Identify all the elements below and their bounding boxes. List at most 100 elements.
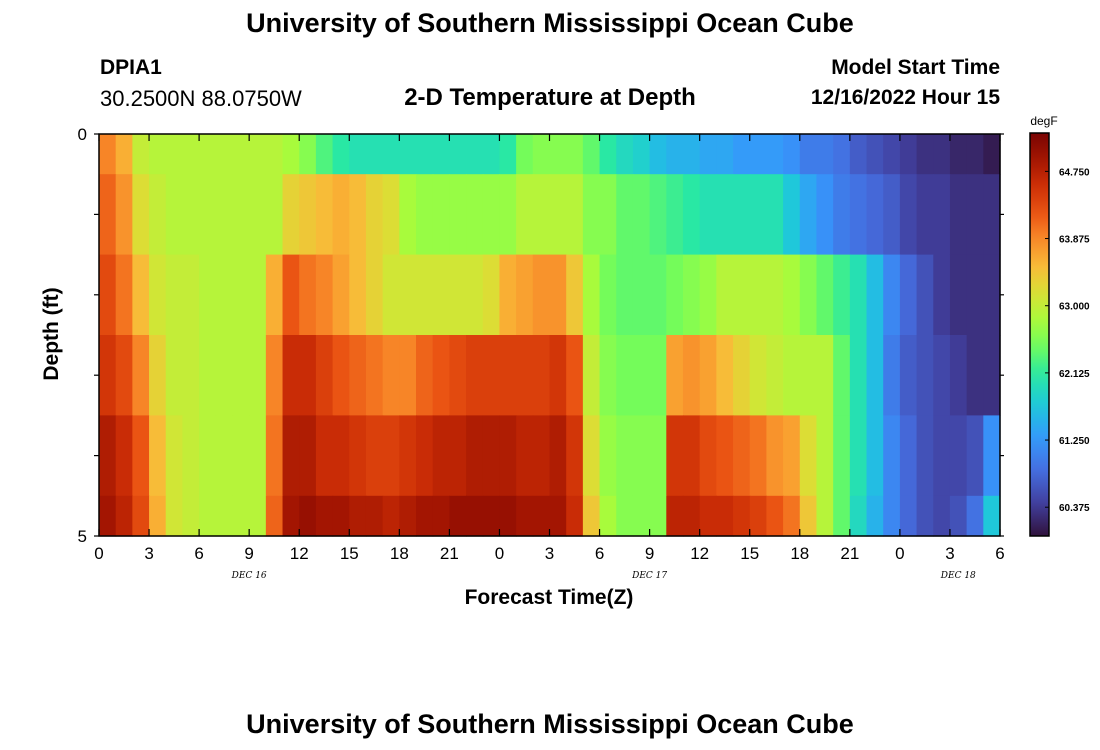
heatmap-cell — [632, 415, 651, 497]
heatmap-cell — [682, 174, 701, 256]
heatmap-cell — [549, 134, 567, 175]
heatmap-cell — [349, 134, 367, 175]
heatmap-cell — [149, 495, 167, 537]
heatmap-cell — [933, 254, 951, 336]
heatmap-cell — [182, 495, 200, 537]
heatmap-cell — [449, 335, 467, 416]
heatmap-cell — [749, 495, 768, 537]
heatmap-cell — [165, 335, 184, 416]
heatmap-cell — [232, 134, 250, 175]
heatmap-cell — [733, 335, 751, 416]
x-tick-label: 0 — [94, 544, 103, 563]
heatmap-cell — [649, 254, 667, 336]
heatmap-cell — [165, 495, 184, 537]
heatmap-cell — [199, 174, 217, 256]
heatmap-cell — [365, 174, 384, 256]
heatmap-cell — [265, 335, 284, 416]
heatmap-cell — [866, 415, 884, 497]
heatmap-cell — [349, 415, 367, 497]
heatmap-cell — [315, 335, 334, 416]
heatmap-cell — [349, 495, 367, 537]
heatmap-cell — [532, 134, 551, 175]
x-tick-label: 18 — [390, 544, 409, 563]
heatmap-cell — [549, 415, 567, 497]
heatmap-cell — [265, 415, 284, 497]
heatmap-cell — [399, 335, 417, 416]
heatmap-cell — [883, 134, 901, 175]
heatmap-cell — [315, 415, 334, 497]
heatmap-cell — [682, 415, 701, 497]
heatmap-cell — [799, 415, 818, 497]
heatmap-cell — [399, 495, 417, 537]
heatmap-cell — [582, 254, 601, 336]
heatmap-cell — [783, 495, 801, 537]
heatmap-cell — [149, 254, 167, 336]
heatmap-cell — [849, 415, 868, 497]
x-tick-label: 21 — [440, 544, 459, 563]
heatmap-cell — [265, 134, 284, 175]
heatmap-cell — [682, 134, 701, 175]
heatmap-cell — [849, 174, 868, 256]
heatmap-cell — [649, 415, 667, 497]
heatmap-cell — [716, 415, 734, 497]
heatmap-cell — [149, 134, 167, 175]
heatmap-cell — [983, 254, 1001, 336]
heatmap-cell — [866, 254, 884, 336]
heatmap-cell — [666, 495, 684, 537]
heatmap-cell — [749, 415, 768, 497]
heatmap-cell — [299, 335, 317, 416]
heatmap-cell — [649, 174, 667, 256]
heatmap-cells — [99, 134, 1001, 537]
heatmap-cell — [315, 495, 334, 537]
x-tick-label: 0 — [495, 544, 504, 563]
heatmap-cell — [482, 335, 501, 416]
heatmap-cell — [582, 335, 601, 416]
heatmap-cell — [682, 254, 701, 336]
heatmap-cell — [99, 134, 117, 175]
heatmap-cell — [349, 174, 367, 256]
heatmap-cell — [282, 495, 300, 537]
heatmap-cell — [382, 335, 400, 416]
heatmap-cell — [365, 415, 384, 497]
heatmap-cell — [499, 495, 517, 537]
heatmap-cell — [99, 335, 117, 416]
heatmap-cell — [449, 134, 467, 175]
heatmap-cell — [432, 254, 450, 336]
heatmap-cell — [566, 415, 584, 497]
heatmap-cell — [582, 415, 601, 497]
heatmap-cell — [249, 415, 267, 497]
heatmap-cell — [599, 174, 617, 256]
heatmap-cell — [232, 415, 250, 497]
heatmap-cell — [666, 415, 684, 497]
heatmap-cell — [632, 495, 651, 537]
station-coordinates: 30.2500N 88.0750W — [100, 86, 302, 111]
heatmap-cell — [149, 335, 167, 416]
heatmap-cell — [616, 174, 634, 256]
x-tick-label: 12 — [690, 544, 709, 563]
heatmap-cell — [332, 134, 350, 175]
heatmap-cell — [382, 174, 400, 256]
heatmap-cell — [499, 415, 517, 497]
heatmap-cell — [365, 134, 384, 175]
heatmap-cell — [883, 335, 901, 416]
chart-title: 2-D Temperature at Depth — [404, 84, 696, 111]
heatmap-cell — [783, 134, 801, 175]
heatmap-cell — [516, 174, 534, 256]
heatmap-cell — [899, 335, 918, 416]
heatmap-cell — [549, 254, 567, 336]
colorbar-tick-label: 63.000 — [1059, 302, 1090, 313]
heatmap-cell — [899, 174, 918, 256]
heatmap-cell — [749, 134, 768, 175]
heatmap-cell — [866, 495, 884, 537]
heatmap-cell — [382, 495, 400, 537]
heatmap-cell — [749, 254, 768, 336]
heatmap-cell — [983, 134, 1001, 175]
heatmap-cell — [399, 415, 417, 497]
heatmap-cell — [532, 415, 551, 497]
y-axis-ticks: 05 — [78, 125, 1004, 546]
heatmap-cell — [616, 495, 634, 537]
heatmap-cell — [532, 495, 551, 537]
x-tick-label: 0 — [895, 544, 904, 563]
heatmap-cell — [916, 254, 934, 336]
